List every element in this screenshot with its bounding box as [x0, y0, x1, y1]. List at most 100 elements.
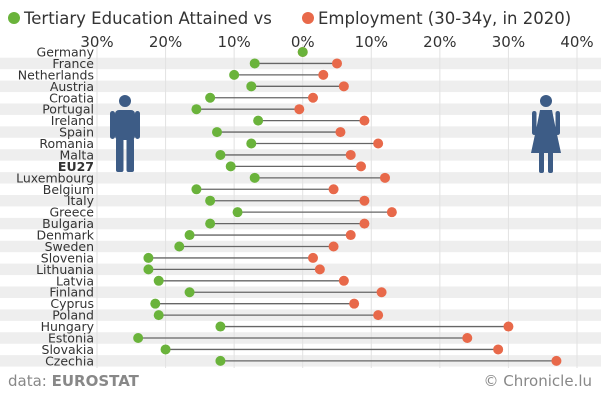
- employment-point: [373, 310, 384, 321]
- tertiary-point: [212, 127, 222, 138]
- legend: Tertiary Education Attained vs Employmen…: [8, 9, 571, 28]
- employment-point: [462, 333, 473, 343]
- country-row: Czechia: [45, 353, 562, 368]
- employment-point: [335, 127, 346, 138]
- tertiary-point: [205, 92, 216, 103]
- country-row: Malta: [60, 147, 356, 162]
- country-label: Spain: [59, 125, 94, 140]
- country-label: Germany: [37, 45, 95, 60]
- employment-point: [318, 69, 329, 80]
- country-rows: GermanyFranceNetherlandsAustriaCroatiaPo…: [16, 45, 562, 368]
- country-label: Portugal: [42, 102, 94, 117]
- tertiary-point: [215, 149, 226, 160]
- tertiary-point: [249, 172, 260, 183]
- x-tick-labels: 30% 20% 10% 0% 10% 20% 30% 40%: [80, 33, 593, 51]
- tertiary-point: [184, 287, 195, 298]
- employment-point: [376, 287, 387, 298]
- country-row: Belgium: [43, 182, 339, 197]
- tertiary-point: [143, 264, 154, 275]
- employment-point: [294, 104, 305, 115]
- employment-point: [332, 58, 342, 69]
- country-label: Malta: [60, 147, 94, 162]
- country-label: Luxembourg: [16, 170, 94, 185]
- employment-point: [328, 241, 339, 252]
- employment-point: [308, 92, 318, 103]
- country-label: Hungary: [41, 319, 95, 334]
- x-tick-label: 0%: [291, 33, 315, 51]
- tertiary-point: [174, 241, 185, 252]
- country-row: Latvia: [56, 273, 349, 288]
- tertiary-point: [143, 252, 154, 263]
- tertiary-point: [160, 344, 171, 355]
- country-row: Lithuania: [36, 262, 325, 277]
- tertiary-point: [184, 230, 195, 241]
- country-row: Austria: [50, 79, 349, 94]
- country-label: Slovenia: [41, 250, 94, 265]
- country-row: Greece: [50, 205, 397, 220]
- tertiary-point: [153, 275, 164, 286]
- x-tick-label: 20%: [149, 33, 182, 51]
- country-label: Greece: [50, 205, 95, 220]
- source-note: data: EUROSTAT: [8, 372, 140, 390]
- employment-point: [503, 321, 514, 332]
- country-row: Bulgaria: [42, 216, 370, 231]
- tertiary-point: [191, 184, 202, 195]
- employment-point: [338, 81, 349, 92]
- country-label: Poland: [52, 308, 94, 323]
- x-tick-label: 20%: [423, 33, 456, 51]
- country-row: Italy: [67, 193, 370, 208]
- x-tick-label: 10%: [217, 33, 250, 51]
- country-label: Sweden: [45, 239, 94, 254]
- legend-tertiary-swatch: [8, 12, 20, 24]
- country-row: Poland: [52, 308, 384, 323]
- source-prefix: data:: [8, 372, 52, 390]
- country-label: Bulgaria: [42, 216, 94, 231]
- employment-point: [314, 264, 325, 275]
- tertiary-point: [249, 58, 260, 69]
- tertiary-point: [191, 104, 202, 115]
- country-label: Czechia: [45, 353, 94, 368]
- tertiary-point: [225, 161, 236, 172]
- country-row: Finland: [49, 285, 387, 300]
- tertiary-point: [153, 310, 164, 321]
- country-row: Ireland: [51, 113, 370, 128]
- employment-point: [308, 252, 318, 263]
- country-row: France: [52, 56, 342, 71]
- country-row: Cyprus: [50, 296, 360, 311]
- gridlines: [96, 44, 578, 368]
- employment-point: [493, 344, 504, 355]
- country-label: Croatia: [49, 90, 94, 105]
- x-tick-label: 30%: [80, 33, 113, 51]
- country-label: Belgium: [43, 182, 94, 197]
- employment-point: [359, 195, 370, 206]
- employment-point: [359, 115, 370, 126]
- employment-point: [345, 149, 356, 160]
- employment-point: [551, 355, 562, 366]
- country-label: Ireland: [51, 113, 94, 128]
- country-label: Netherlands: [18, 67, 94, 82]
- legend-employment-label: Employment (30-34y, in 2020): [318, 9, 571, 28]
- country-label: Romania: [39, 136, 94, 151]
- tertiary-point: [297, 47, 308, 57]
- country-label: Lithuania: [36, 262, 94, 277]
- credit-note: © Chronicle.lu: [483, 372, 592, 390]
- employment-point: [386, 207, 397, 218]
- tertiary-point: [246, 138, 257, 149]
- tertiary-point: [229, 69, 240, 80]
- male-figure-icon: [110, 95, 140, 172]
- tertiary-point: [205, 195, 216, 206]
- tertiary-point: [232, 207, 243, 218]
- country-row: Slovakia: [42, 342, 504, 357]
- employment-point: [338, 275, 349, 286]
- employment-point: [373, 138, 384, 149]
- tertiary-point: [205, 218, 216, 229]
- tertiary-point: [246, 81, 257, 92]
- employment-point: [380, 172, 390, 183]
- x-tick-label: 10%: [355, 33, 388, 51]
- country-row: Germany: [37, 45, 308, 60]
- tertiary-point: [215, 355, 226, 366]
- country-row: Sweden: [45, 239, 339, 254]
- tertiary-point: [133, 333, 144, 343]
